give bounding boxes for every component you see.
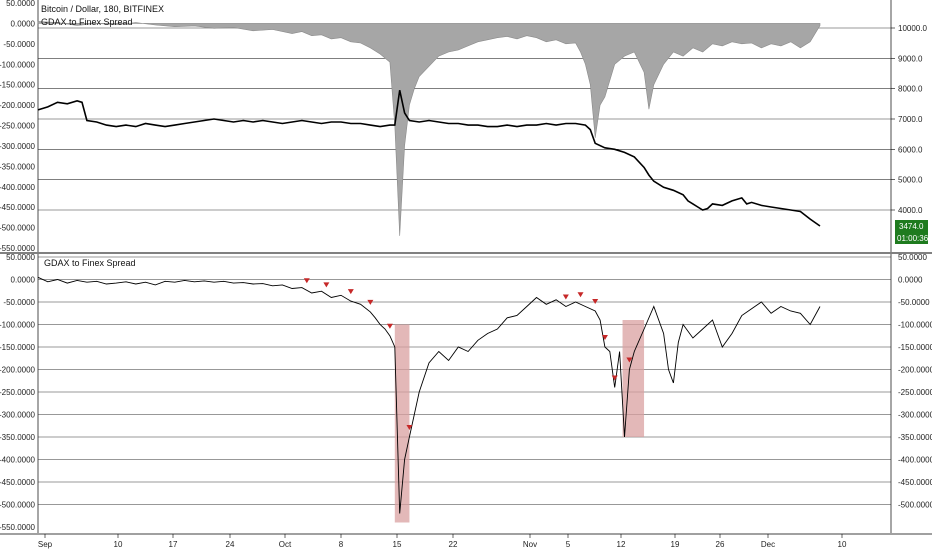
top-left-axis-tick: -300.0000 bbox=[0, 142, 36, 151]
signal-marker bbox=[626, 357, 633, 363]
top-right-axis-tick: 5000.0 bbox=[898, 176, 923, 185]
x-axis-tick: 15 bbox=[393, 540, 402, 549]
x-axis-tick-labels: Sep 10 17 24 Oct 8 15 22 Nov 5 12 19 26 Dec 10 bbox=[38, 534, 847, 549]
last-price-label: 3474.0 bbox=[899, 222, 924, 231]
bottom-left-axis-tick: -200.0000 bbox=[0, 366, 36, 375]
x-axis-tick: 10 bbox=[114, 540, 123, 549]
bottom-left-axis-tick: -350.0000 bbox=[0, 433, 36, 442]
signal-marker bbox=[601, 335, 608, 340]
top-left-axis-tick: -100.0000 bbox=[0, 60, 36, 69]
signal-marker bbox=[323, 282, 330, 288]
last-price-badge-bg bbox=[895, 220, 928, 232]
top-right-axis-tick: 6000.0 bbox=[898, 145, 923, 154]
x-axis-tick: 12 bbox=[617, 540, 626, 549]
top-pane: 50.0000 0.0000 -50.0000 -100.0000 -150.0000 -… bbox=[0, 0, 929, 253]
top-left-tick-labels: 50.0000 0.0000 -50.0000 -100.0000 -150.0000 -… bbox=[0, 0, 36, 253]
bottom-right-tick-labels: 50.0000 0.0000 -50.0000 -100.0000 -150.0000 -… bbox=[898, 253, 932, 510]
spread-area-series bbox=[37, 21, 821, 236]
bottom-left-axis-tick: -450.0000 bbox=[0, 478, 36, 487]
signal-marker bbox=[386, 323, 393, 329]
bottom-right-axis-tick: -450.0000 bbox=[898, 478, 932, 487]
bottom-left-axis-tick: -50.0000 bbox=[3, 298, 35, 307]
signal-marker bbox=[577, 292, 584, 298]
bottom-right-axis-tick: -350.0000 bbox=[898, 433, 932, 442]
top-left-axis-tick: -550.0000 bbox=[0, 244, 36, 253]
last-price-badge: 3474.0 01:00:36 bbox=[895, 220, 929, 244]
bottom-right-axis-tick: -500.0000 bbox=[898, 501, 932, 510]
signal-marker bbox=[562, 294, 569, 300]
x-axis-tick: Sep bbox=[38, 540, 53, 549]
top-right-axis-tick: 10000.0 bbox=[898, 24, 927, 33]
signal-markers bbox=[303, 278, 633, 430]
top-right-axis-tick: 7000.0 bbox=[898, 115, 923, 124]
chart-title: Bitcoin / Dollar, 180, BITFINEX bbox=[41, 4, 164, 14]
bottom-right-axis-tick: -50.0000 bbox=[898, 298, 930, 307]
x-axis-tick: 19 bbox=[671, 540, 680, 549]
signal-marker bbox=[611, 375, 618, 381]
price-line-series bbox=[37, 90, 821, 227]
bottom-gridlines bbox=[38, 256, 891, 505]
top-left-axis-tick: -400.0000 bbox=[0, 183, 36, 192]
top-right-axis-tick: 4000.0 bbox=[898, 206, 923, 215]
signal-marker bbox=[592, 299, 599, 304]
bottom-left-axis-tick: -550.0000 bbox=[0, 523, 36, 532]
bottom-left-axis-tick: -250.0000 bbox=[0, 388, 36, 397]
countdown-label: 01:00:36 bbox=[897, 234, 929, 243]
bottom-right-axis-tick: 50.0000 bbox=[898, 253, 927, 262]
bottom-right-axis-tick: -200.0000 bbox=[898, 366, 932, 375]
bottom-left-axis-tick: -150.0000 bbox=[0, 343, 36, 352]
signal-marker bbox=[406, 425, 413, 430]
bottom-right-axis-tick: -150.0000 bbox=[898, 343, 932, 352]
bottom-left-axis-tick: -500.0000 bbox=[0, 501, 36, 510]
top-left-axis-tick: -50.0000 bbox=[3, 40, 35, 49]
bottom-left-axis-tick: 50.0000 bbox=[6, 253, 35, 262]
top-left-axis-tick: -350.0000 bbox=[0, 162, 36, 171]
bottom-left-axis-tick: -400.0000 bbox=[0, 456, 36, 465]
top-left-axis-tick: -200.0000 bbox=[0, 101, 36, 110]
x-axis-tick: 22 bbox=[449, 540, 458, 549]
top-right-axis-tick: 9000.0 bbox=[898, 54, 923, 63]
top-gridlines bbox=[38, 27, 895, 211]
x-axis-tick: 10 bbox=[838, 540, 847, 549]
bottom-right-axis-tick: -250.0000 bbox=[898, 388, 932, 397]
top-left-axis-tick: -500.0000 bbox=[0, 224, 36, 233]
top-left-axis-tick: -150.0000 bbox=[0, 81, 36, 90]
bottom-left-axis-tick: -100.0000 bbox=[0, 321, 36, 330]
bottom-left-axis-tick: 0.0000 bbox=[11, 276, 36, 285]
highlight-zone bbox=[622, 320, 645, 437]
bottom-pane: 50.0000 0.0000 -50.0000 -100.0000 -150.0000 -… bbox=[0, 253, 932, 533]
x-axis-tick: Oct bbox=[279, 540, 292, 549]
highlight-zones bbox=[394, 320, 645, 523]
x-axis-tick: 8 bbox=[339, 540, 344, 549]
spread-line-series bbox=[37, 276, 821, 514]
top-left-axis-tick: -450.0000 bbox=[0, 203, 36, 212]
x-axis-tick: Nov bbox=[523, 540, 537, 549]
signal-marker bbox=[347, 289, 354, 295]
bottom-left-tick-labels: 50.0000 0.0000 -50.0000 -100.0000 -150.0000 -… bbox=[0, 253, 36, 532]
indicator-title-bottom: GDAX to Finex Spread bbox=[44, 258, 136, 268]
bottom-right-axis-tick: -100.0000 bbox=[898, 321, 932, 330]
top-right-axis-tick: 8000.0 bbox=[898, 85, 923, 94]
x-axis-tick: 5 bbox=[566, 540, 571, 549]
bottom-right-axis-tick: -400.0000 bbox=[898, 456, 932, 465]
top-left-axis-tick: 50.0000 bbox=[6, 0, 35, 8]
indicator-title-top: GDAX to Finex Spread bbox=[41, 17, 133, 27]
bottom-right-axis-tick: 0.0000 bbox=[898, 276, 923, 285]
x-axis-tick: Dec bbox=[761, 540, 775, 549]
signal-marker bbox=[367, 299, 374, 305]
countdown-badge-bg bbox=[895, 232, 928, 244]
x-axis-tick: 26 bbox=[716, 540, 725, 549]
x-axis-tick: 24 bbox=[226, 540, 235, 549]
top-left-axis-tick: -250.0000 bbox=[0, 122, 36, 131]
top-right-tick-labels: 10000.0 9000.0 8000.0 7000.0 6000.0 5000.0 400… bbox=[898, 24, 927, 215]
bottom-left-axis-tick: -300.0000 bbox=[0, 411, 36, 420]
bottom-right-axis-tick: -300.0000 bbox=[898, 411, 932, 420]
x-axis-tick: 17 bbox=[169, 540, 178, 549]
top-left-axis-tick: 0.0000 bbox=[11, 19, 36, 28]
signal-marker bbox=[303, 278, 310, 284]
